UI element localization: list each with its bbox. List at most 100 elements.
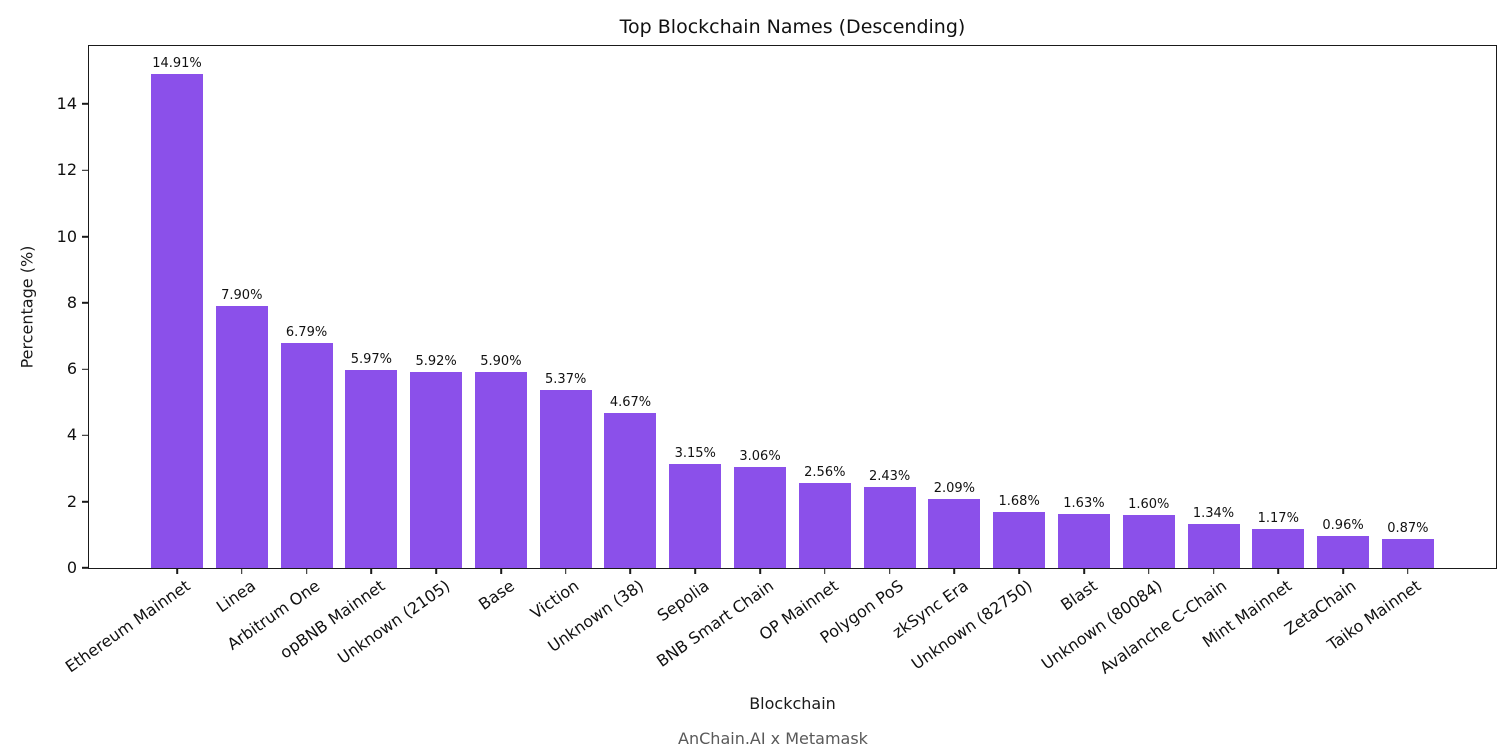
bar: 2.09% xyxy=(928,481,981,568)
x-tick-mark xyxy=(1018,568,1020,574)
bar: 3.06% xyxy=(734,449,787,568)
bar-value-label: 1.63% xyxy=(1063,495,1105,511)
x-tick-label: Viction xyxy=(527,576,583,623)
y-tick-mark xyxy=(82,103,89,105)
x-tick-label: Linea xyxy=(212,576,259,617)
bar-value-label: 5.97% xyxy=(350,352,392,368)
bar-slot: 3.15% Sepolia xyxy=(653,46,722,625)
bar: 2.56% xyxy=(798,465,851,568)
x-tick-mark xyxy=(1083,568,1085,574)
x-tick-mark xyxy=(370,568,373,574)
bar-slot: 3.06% BNB Smart Chain xyxy=(653,46,787,671)
x-tick-mark xyxy=(888,568,891,574)
y-axis-label: Percentage (%) xyxy=(17,245,37,369)
x-tick-mark xyxy=(629,568,632,574)
x-tick-mark xyxy=(824,568,826,574)
x-tick-mark xyxy=(435,568,437,574)
bar-value-label: 2.43% xyxy=(868,469,911,485)
x-tick-mark xyxy=(694,568,697,574)
x-tick-label: Blast xyxy=(1057,576,1101,615)
y-tick-mark xyxy=(82,302,89,304)
bar-value-label: 5.37% xyxy=(545,372,587,388)
bar-slot: 14.91% Ethereum Mainnet xyxy=(62,46,203,676)
y-tick-label: 10 xyxy=(56,226,77,246)
bar: 2.43% xyxy=(863,469,916,568)
bar-value-label: 4.67% xyxy=(609,395,652,411)
y-tick-label: 0 xyxy=(66,558,77,577)
bar-value-label: 2.56% xyxy=(804,465,846,481)
bar: 4.67% xyxy=(604,395,657,568)
bar-slot: 0.87% Taiko Mainnet xyxy=(1324,46,1434,654)
x-tick-mark xyxy=(1212,568,1215,574)
bar-value-label: 1.17% xyxy=(1257,511,1299,527)
y-tick-label: 6 xyxy=(66,359,77,379)
bar: 1.60% xyxy=(1122,497,1175,568)
x-tick-label: Base xyxy=(474,576,518,614)
bar-value-label: 5.92% xyxy=(415,353,457,369)
bar-slot: 2.56% OP Mainnet xyxy=(756,46,851,644)
bar: 0.87% xyxy=(1381,521,1434,568)
chart-title: Top Blockchain Names (Descending) xyxy=(619,16,966,38)
bar-slot: 2.43% Polygon PoS xyxy=(816,46,916,647)
bar-value-label: 2.09% xyxy=(933,480,976,496)
bar: 0.96% xyxy=(1317,518,1370,568)
x-tick-mark xyxy=(564,568,567,574)
bar-value-label: 6.79% xyxy=(285,324,328,340)
y-tick-label: 8 xyxy=(66,292,77,312)
x-tick-label: Unknown (82750) xyxy=(908,576,1037,674)
bar-slot: 0.96% ZetaChain xyxy=(1281,46,1370,639)
bar-value-label: 3.06% xyxy=(739,448,781,464)
x-axis-label: Blockchain xyxy=(749,694,836,713)
bar-slot: 2.09% zkSync Era xyxy=(888,46,981,642)
bar-value-label: 14.91% xyxy=(152,55,202,71)
footer-caption: AnChain.AI x Metamask xyxy=(678,729,868,748)
bar-value-label: 1.34% xyxy=(1192,505,1235,521)
x-tick-mark xyxy=(1342,568,1344,574)
bar-value-label: 0.96% xyxy=(1322,518,1364,534)
y-tick-mark xyxy=(82,169,89,172)
x-tick-mark xyxy=(1407,568,1409,574)
x-tick-mark xyxy=(500,568,502,574)
bar-slot: 4.67% Unknown (38) xyxy=(545,46,657,656)
y-tick-label: 12 xyxy=(56,160,77,180)
x-tick-mark xyxy=(240,568,243,574)
x-tick-mark xyxy=(759,568,761,574)
bar: 5.97% xyxy=(345,352,398,568)
x-tick-label: BNB Smart Chain xyxy=(652,576,777,671)
bar: 5.90% xyxy=(474,354,527,568)
x-tick-mark xyxy=(953,568,956,574)
bar: 3.15% xyxy=(669,446,722,568)
bar-slot: 1.34% Avalanche C-Chain xyxy=(1096,46,1240,678)
plot-area: 0 2 4 6 8 10 12 14 14.91% Ethereum Mainnet 7.90% L… xyxy=(57,45,1497,678)
bar-slot: 5.92% Unknown (2105) xyxy=(334,46,463,668)
bar: 1.68% xyxy=(993,494,1046,568)
bar: 1.34% xyxy=(1187,506,1240,568)
bar: 5.37% xyxy=(539,372,592,568)
bar-value-label: 3.15% xyxy=(674,445,716,461)
y-tick-label: 2 xyxy=(66,491,77,511)
bar: 1.63% xyxy=(1057,496,1110,568)
x-tick-mark xyxy=(1277,568,1280,574)
x-tick-mark xyxy=(176,568,178,574)
y-tick-label: 4 xyxy=(66,425,77,445)
x-tick-label: Ethereum Mainnet xyxy=(62,576,194,677)
bar-value-label: 1.68% xyxy=(998,494,1040,510)
bar-slot: 1.60% Unknown (80084) xyxy=(1038,46,1175,673)
x-tick-mark xyxy=(305,568,308,574)
bar-slot: 5.90% Base xyxy=(474,46,527,614)
y-tick-mark xyxy=(82,368,89,370)
bar: 6.79% xyxy=(280,325,333,568)
y-tick-mark xyxy=(82,500,89,503)
bar-slot: 7.90% Linea xyxy=(212,46,268,616)
bar-value-label: 5.90% xyxy=(480,354,522,370)
x-tick-label: Unknown (2105) xyxy=(333,576,454,668)
bar-slot: 1.63% Blast xyxy=(1057,46,1110,614)
y-tick-mark xyxy=(82,434,89,437)
x-tick-mark xyxy=(1147,568,1150,574)
bar-slot: 5.97% opBNB Mainnet xyxy=(276,46,398,662)
bar: 1.17% xyxy=(1252,511,1305,568)
bar-slot: 6.79% Arbitrum One xyxy=(224,46,333,654)
bar-value-label: 1.60% xyxy=(1128,496,1170,512)
bar-value-label: 7.90% xyxy=(221,288,263,304)
